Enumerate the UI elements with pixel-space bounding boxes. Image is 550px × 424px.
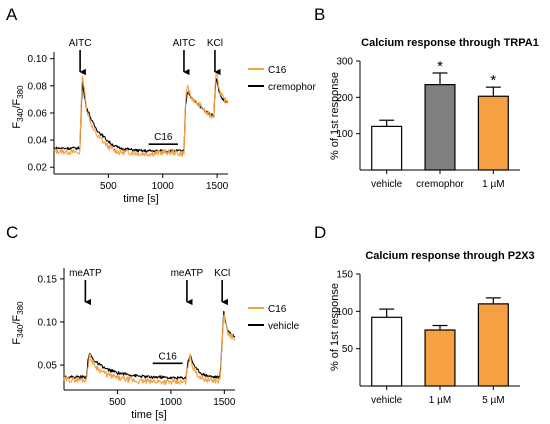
panel-c-legend-label-c16: C16 (268, 304, 287, 315)
panel-a-y-tick-label: 0.04 (28, 136, 48, 147)
panel-letter-b: B (314, 5, 325, 24)
panel-a-y-axis-label: F340/F380 (11, 85, 25, 129)
panel-b-bar-1-m (477, 95, 509, 171)
panel-c-arrow-label-meatp-1: meATP (69, 268, 102, 279)
panel-b-category-label: vehicle (371, 179, 403, 190)
panel-b-category-label: 1 µM (482, 179, 504, 190)
panel-d-y-tick-label: 100 (336, 307, 353, 318)
panel-c-x-tick-label: 500 (109, 397, 126, 408)
panel-c-c16-bar-label: C16 (158, 351, 177, 362)
panel-a-c16-bar-label: C16 (154, 132, 173, 143)
panel-d-y-tick-label: 50 (342, 344, 354, 355)
panel-d-plot-area: 50 100 150 vehicle 1 µM 5 µM (336, 270, 520, 406)
panel-a-arrow-label-kcl: KCl (207, 38, 223, 49)
panel-d-y-tick-label: 150 (336, 270, 353, 281)
panel-a-trace-chart: 0.02 0.04 0.06 0.08 0.10 500 1000 1500 AITC AIT… (11, 38, 316, 205)
panel-b-bar-chart: Calcium response through TRPA1 100 200 300… (329, 37, 539, 190)
panel-a-series-line-c16 (53, 73, 229, 157)
panel-a-arrow-label-aitc-2: AITC (173, 38, 196, 49)
panel-d-bar-vehicle (371, 316, 403, 387)
panel-a-legend-label-cremophor: cremophor (268, 82, 316, 93)
panel-a-x-axis-label: time [s] (123, 193, 158, 205)
panel-d-title: Calcium response through P2X3 (365, 250, 534, 262)
panel-c-x-axis-label: time [s] (131, 409, 166, 421)
panel-b-plot-area: 100 200 300 vehicle cremophor * 1 µM * (336, 57, 520, 190)
panel-b-title: Calcium response through TRPA1 (361, 37, 539, 49)
panel-b-y-tick-label: 200 (336, 93, 353, 104)
panel-a-plot-area: 0.02 0.04 0.06 0.08 0.10 500 1000 1500 (28, 50, 229, 192)
panel-a-legend-label-c16: C16 (268, 65, 287, 76)
panel-d-category-label: 1 µM (429, 395, 451, 406)
panel-c-series-line-vehicle (63, 310, 236, 380)
panel-b-y-axis-label: % of 1st response (329, 72, 341, 160)
panel-b-bar-cremophor (424, 84, 456, 171)
panel-d-category-label: vehicle (371, 395, 403, 406)
panel-letter-c: C (6, 223, 18, 242)
panel-a-y-tick-label: 0.06 (28, 108, 48, 119)
panel-a-y-tick-label: 0.08 (28, 81, 48, 92)
panel-c-plot-area: 0.05 0.10 0.15 500 1000 1500 (38, 268, 236, 408)
panel-c-arrow-label-meatp-2: meATP (171, 268, 204, 279)
panel-c-y-tick-label: 0.10 (38, 317, 58, 328)
panel-d-category-label: 5 µM (482, 395, 504, 406)
panel-c-arrow-label-kcl: KCl (214, 268, 230, 279)
panel-b-category-label: cremophor (416, 179, 464, 190)
panel-b-bar-vehicle (371, 125, 403, 171)
panel-d-bar-5-m (477, 303, 509, 387)
panel-b-significance-star: * (490, 72, 496, 89)
panel-c-y-tick-label: 0.05 (38, 361, 58, 372)
panel-c-legend-label-vehicle: vehicle (268, 321, 300, 332)
panel-letter-d: D (314, 223, 326, 242)
panel-d-y-axis-label: % of 1st response (329, 283, 341, 371)
panel-b-significance-star: * (437, 58, 443, 75)
panel-d-bar-chart: Calcium response through P2X3 50 100 150 ve… (329, 250, 535, 406)
panel-c-y-tick-label: 0.15 (38, 274, 58, 285)
panel-a-y-tick-label: 0.10 (28, 54, 48, 65)
panel-c-x-tick-label: 1500 (213, 397, 236, 408)
panel-a-x-tick-label: 500 (100, 181, 117, 192)
panel-a-x-tick-label: 1000 (152, 181, 175, 192)
panel-a-y-tick-label: 0.02 (28, 163, 48, 174)
panel-d-bar-1-m (424, 329, 456, 387)
panel-c-series-line-c16 (63, 314, 236, 386)
panel-b-y-tick-label: 300 (336, 57, 353, 68)
panel-a-arrow-label-aitc-1: AITC (69, 38, 92, 49)
panel-letter-a: A (6, 5, 18, 24)
panel-a-x-tick-label: 1500 (206, 181, 229, 192)
panel-c-x-tick-label: 1000 (160, 397, 183, 408)
panel-c-y-axis-label: F340/F380 (11, 301, 25, 345)
panel-b-y-tick-label: 100 (336, 129, 353, 140)
